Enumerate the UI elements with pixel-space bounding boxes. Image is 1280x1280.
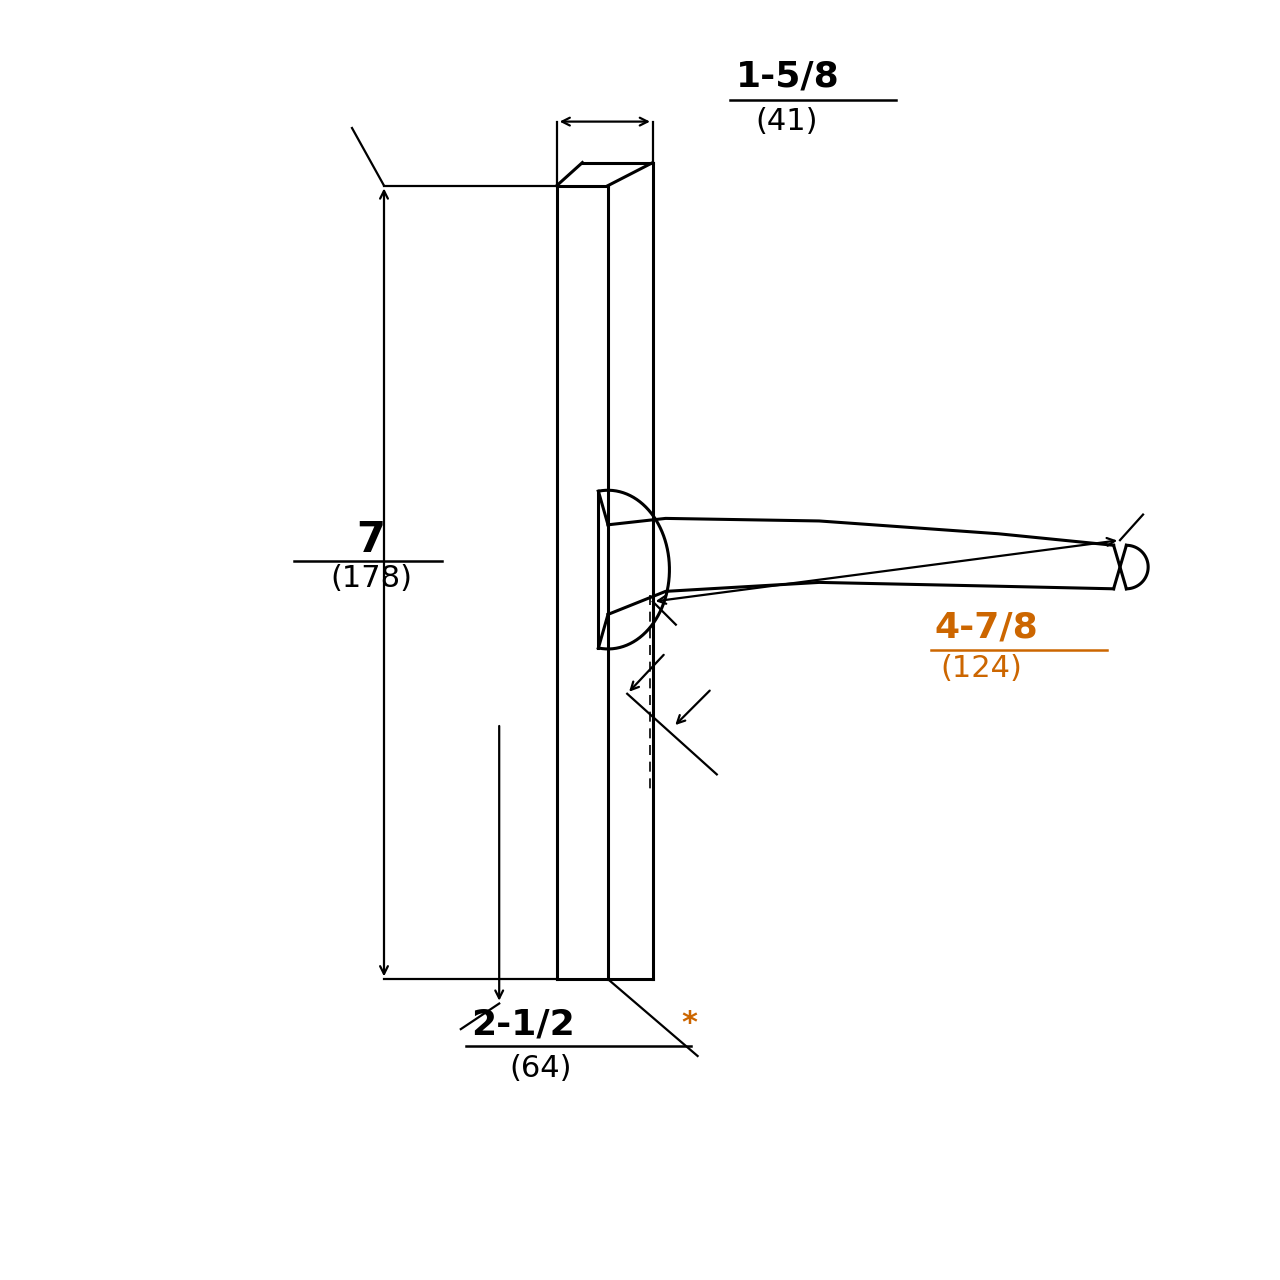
Text: (178): (178) — [330, 564, 412, 593]
Text: 7: 7 — [357, 520, 385, 561]
Text: (64): (64) — [509, 1055, 572, 1083]
Text: *: * — [681, 1010, 698, 1038]
Text: (124): (124) — [941, 654, 1023, 682]
Text: 1-5/8: 1-5/8 — [736, 60, 840, 93]
Text: 4-7/8: 4-7/8 — [934, 611, 1038, 644]
Text: (41): (41) — [755, 108, 818, 136]
Text: 2-1/2: 2-1/2 — [471, 1007, 575, 1041]
